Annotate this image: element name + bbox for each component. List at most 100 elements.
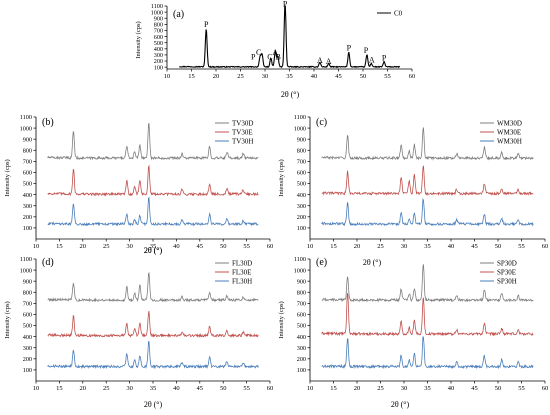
y-tick-label: 1100: [151, 3, 163, 10]
y-tick-label: 400: [23, 334, 32, 341]
x-tick-label: 10: [307, 243, 314, 250]
y-tick-label: 900: [23, 136, 32, 143]
chart-panel-b: 10 15 20 25 30 35 40 45 50 55 60 100 200 300 400 500 600…: [4, 114, 273, 255]
x-tick-label: 50: [495, 385, 502, 392]
x-tick-label: 55: [518, 243, 525, 250]
y-tick-label: 600: [23, 312, 32, 319]
x-tick-label: 60: [542, 243, 549, 250]
y-tick-label: 700: [154, 28, 163, 35]
panel-label: (d): [42, 257, 54, 268]
x-tick-label: 10: [164, 73, 171, 80]
x-tick-label: 60: [267, 385, 274, 392]
x-tick-label: 25: [377, 243, 384, 250]
x-tick-label: 50: [495, 243, 502, 250]
y-tick-label: 1000: [151, 9, 163, 16]
y-tick-label: 1000: [20, 267, 32, 274]
x-tick-label: 50: [220, 243, 227, 250]
y-tick-label: 300: [297, 203, 306, 210]
y-tick-label: 800: [297, 289, 306, 296]
legend-entry: TV30D: [232, 120, 253, 128]
x-tick-label: 55: [243, 243, 250, 250]
x-tick-label: 40: [173, 243, 180, 250]
y-tick-label: 100: [23, 367, 32, 374]
y-tick-label: 200: [297, 214, 306, 221]
peak-annotation: A: [369, 55, 375, 64]
x-tick-label: 40: [448, 243, 455, 250]
x-tick-label: 30: [401, 243, 408, 250]
y-tick-label: 500: [154, 40, 163, 47]
x-tick-label: 20: [213, 73, 220, 80]
x-tick-label: 20: [80, 243, 87, 250]
peak-annotation: P: [283, 0, 288, 9]
y-tick-label: 200: [23, 356, 32, 363]
x-tick-label: 50: [360, 73, 367, 80]
y-tick-label: 1100: [294, 114, 306, 121]
y-tick-label: 900: [154, 15, 163, 22]
legend-entry: SP30D: [497, 260, 517, 268]
x-tick-label: 55: [518, 385, 525, 392]
y-tick-label: 200: [297, 356, 306, 363]
x-axis-label: 2θ (°): [144, 246, 163, 255]
peak-annotation: P: [204, 20, 209, 29]
series-line-SP30D: [321, 264, 534, 303]
y-tick-label: 400: [297, 334, 306, 341]
x-tick-label: 45: [335, 73, 342, 80]
y-tick-label: 200: [23, 214, 32, 221]
x-tick-label: 15: [330, 243, 337, 250]
series-line-FL30E: [47, 310, 259, 339]
legend-entry: TV30E: [232, 129, 253, 137]
panel-label: (b): [42, 117, 54, 128]
x-axis-label: 2θ (°): [281, 90, 300, 99]
y-tick-label: 1100: [20, 114, 32, 121]
y-tick-label: 800: [297, 147, 306, 154]
x-tick-label: 25: [377, 385, 384, 392]
x-tick-label: 45: [197, 385, 204, 392]
peak-annotation: A: [317, 56, 323, 65]
legend-entry: WM30D: [497, 120, 522, 128]
x-axis-label-repeat: 2θ (°): [144, 246, 163, 255]
x-tick-label: 55: [243, 385, 250, 392]
series-line-C0: [179, 5, 401, 69]
legend-entry: SP30H: [497, 278, 517, 286]
y-tick-label: 500: [297, 181, 306, 188]
x-tick-label: 15: [330, 385, 337, 392]
x-tick-label: 30: [262, 73, 269, 80]
y-tick-label: 1100: [20, 256, 32, 263]
x-tick-label: 60: [542, 385, 549, 392]
y-tick-label: 400: [297, 192, 306, 199]
series-line-WM30H: [321, 198, 534, 227]
y-tick-label: 1000: [294, 267, 306, 274]
y-axis-label: Intensity (cps): [4, 159, 11, 196]
y-tick-label: 200: [154, 58, 163, 65]
x-tick-label: 45: [471, 243, 478, 250]
legend-entry: FL30H: [232, 278, 252, 286]
y-tick-label: 300: [23, 345, 32, 352]
legend-entry: FL30E: [232, 269, 251, 277]
series-line-SP30H: [321, 336, 534, 370]
x-tick-label: 40: [311, 73, 318, 80]
x-tick-label: 35: [150, 385, 157, 392]
x-tick-label: 35: [424, 385, 431, 392]
series-line-FL30D: [47, 272, 259, 303]
x-tick-label: 60: [409, 73, 416, 80]
x-tick-label: 50: [220, 385, 227, 392]
y-tick-label: 900: [23, 278, 32, 285]
y-tick-label: 900: [297, 278, 306, 285]
peak-annotation: P: [347, 44, 352, 53]
x-tick-label: 40: [448, 385, 455, 392]
x-tick-label: 35: [286, 73, 293, 80]
peak-annotation: C: [256, 48, 261, 57]
peak-annotation: C: [267, 53, 272, 62]
series-line-SP30E: [321, 293, 534, 337]
x-axis-label: 2θ (°): [391, 400, 410, 409]
x-tick-label: 10: [307, 385, 314, 392]
y-tick-label: 600: [297, 170, 306, 177]
y-tick-label: 700: [297, 159, 306, 166]
x-tick-label: 25: [103, 385, 110, 392]
legend-entry: SP30E: [497, 269, 516, 277]
peak-annotation: P: [251, 53, 256, 62]
x-tick-label: 30: [126, 243, 133, 250]
peak-annotation: B: [276, 53, 281, 62]
x-tick-label: 35: [150, 243, 157, 250]
